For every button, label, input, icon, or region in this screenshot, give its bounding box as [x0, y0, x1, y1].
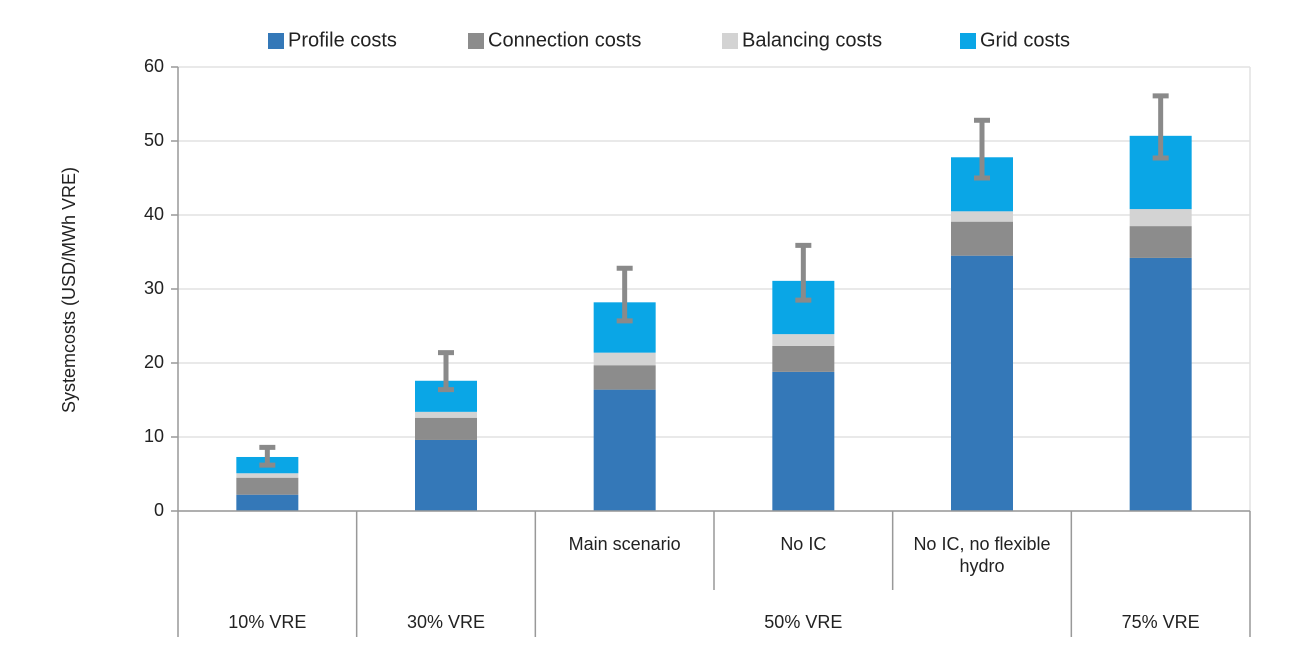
- bar-segment: [236, 494, 299, 511]
- bar-segment: [951, 255, 1013, 511]
- bar-segment: [593, 352, 656, 366]
- group-label: 10% VRE: [228, 612, 307, 632]
- bar-segment: [593, 365, 656, 390]
- legend-label: Profile costs: [288, 29, 397, 51]
- bar-segment: [1129, 257, 1192, 511]
- legend-swatch: [268, 33, 284, 49]
- bar-segment: [415, 417, 477, 440]
- y-tick-label: 50: [144, 130, 164, 150]
- y-axis-label: Systemcosts (USD/MWh VRE): [59, 167, 79, 413]
- bar-segment: [951, 221, 1013, 256]
- bar-segment: [772, 371, 835, 511]
- bar-segment: [951, 211, 1013, 222]
- group-label: 75% VRE: [1121, 612, 1200, 632]
- bar-segment: [236, 473, 299, 478]
- category-label: No IC: [780, 534, 827, 554]
- group-label: 30% VRE: [406, 612, 485, 632]
- bar-segment: [415, 411, 477, 418]
- y-tick-label: 40: [144, 204, 164, 224]
- y-tick-label: 0: [154, 500, 164, 520]
- bar-segment: [593, 389, 656, 511]
- bar-segment: [772, 345, 835, 372]
- bar-segment: [415, 439, 477, 511]
- legend-label: Balancing costs: [742, 29, 882, 51]
- y-tick-label: 20: [144, 352, 164, 372]
- group-label: 50% VRE: [764, 612, 843, 632]
- bar-segment: [236, 477, 299, 495]
- y-tick-label: 10: [144, 426, 164, 446]
- y-tick-label: 30: [144, 278, 164, 298]
- legend-label: Connection costs: [488, 29, 641, 51]
- y-tick-label: 60: [144, 56, 164, 76]
- legend-label: Grid costs: [980, 29, 1070, 51]
- legend-swatch: [722, 33, 738, 49]
- bar-segment: [1129, 226, 1192, 258]
- bar-segment: [772, 334, 835, 346]
- category-label: No IC, no flexible hydro: [913, 534, 1051, 576]
- category-label: Main scenario: [568, 534, 681, 554]
- legend-swatch: [960, 33, 976, 49]
- bar-segment: [1129, 209, 1192, 227]
- legend-swatch: [468, 33, 484, 49]
